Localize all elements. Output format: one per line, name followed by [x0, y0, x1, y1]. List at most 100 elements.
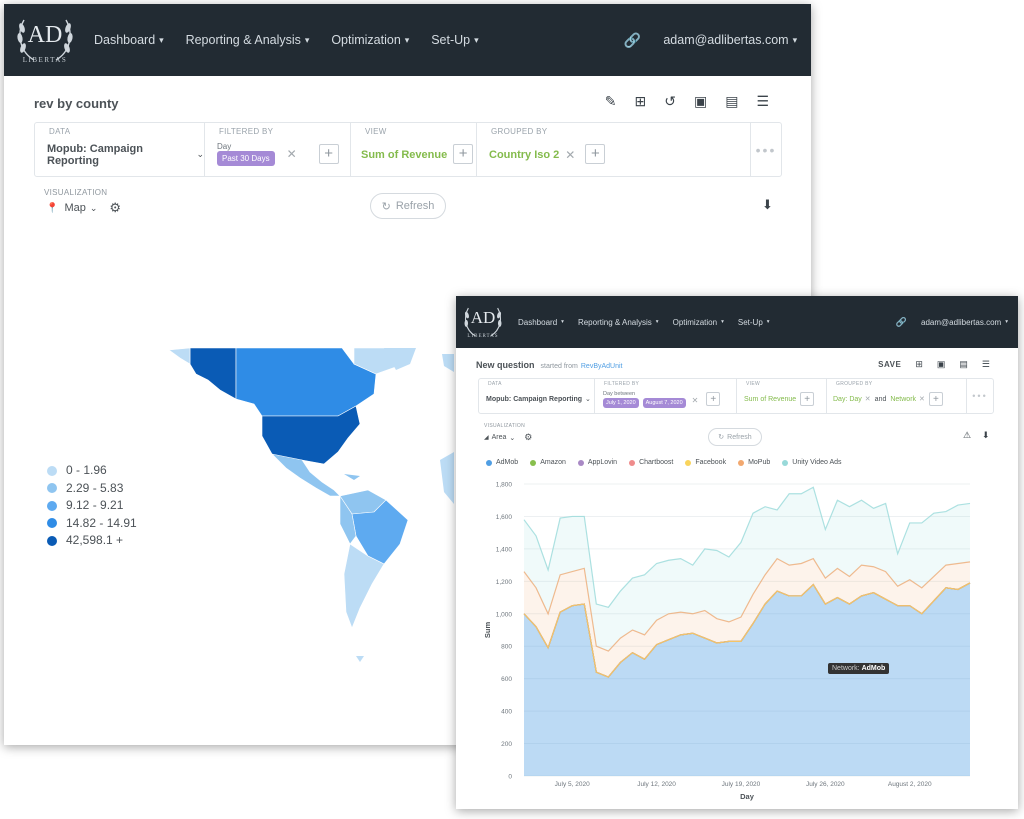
gear-icon[interactable]: ⚙	[109, 200, 122, 215]
remove-filter-icon[interactable]: ✕	[691, 395, 699, 405]
filter-from-pill[interactable]: July 1, 2020	[603, 397, 639, 408]
add-metric-button[interactable]: +	[453, 143, 474, 164]
refresh-button[interactable]: ↻ Refresh	[708, 428, 762, 446]
legend-item[interactable]: AdMob	[486, 459, 518, 466]
filter-field: Day between	[603, 390, 636, 397]
download-icon[interactable]: ⬇	[762, 197, 773, 212]
notebook-icon[interactable]: ▤	[725, 93, 739, 109]
add-to-dashboard-icon[interactable]: ⊞	[634, 93, 647, 109]
top-navbar: AD LIBERTAS Dashboard ▾ Reporting & Analy…	[4, 4, 811, 76]
embed-icon[interactable]: ▣	[693, 93, 708, 109]
menu-icon[interactable]: ☰	[981, 359, 990, 369]
legend-label: AppLovin	[587, 459, 618, 466]
view-cell: VIEW Sum of Revenue +	[351, 123, 477, 176]
gear-icon[interactable]: ⚙	[524, 432, 533, 442]
menu-icon[interactable]: ☰	[756, 93, 769, 109]
data-label: DATA	[488, 381, 502, 387]
source-link[interactable]: RevByAdUnit	[580, 363, 623, 370]
filter-item[interactable]: Day Past 30 Days	[217, 142, 275, 166]
more-options-cell[interactable]: •••	[751, 123, 781, 176]
view-metric[interactable]: Sum of Revenue	[744, 395, 797, 403]
filter-item[interactable]: Day between July 1, 2020 August 7, 2020	[603, 391, 686, 408]
pencil-icon[interactable]: ✎	[604, 93, 617, 109]
user-menu[interactable]: adam@adlibertas.com ▾	[663, 33, 797, 47]
nav-setup[interactable]: Set-Up ▾	[738, 318, 770, 327]
chevron-down-icon: ▾	[159, 34, 164, 45]
legend-swatch	[47, 535, 57, 546]
embed-icon[interactable]: ▣	[936, 359, 946, 369]
user-menu[interactable]: adam@adlibertas.com ▾	[921, 318, 1008, 327]
filter-to-pill[interactable]: August 7, 2020	[642, 397, 686, 408]
adlibertas-logo[interactable]: AD LIBERTAS	[460, 299, 506, 345]
grouped-and-text: and	[874, 395, 887, 403]
nav-optimization-label: Optimization	[672, 317, 718, 327]
nav-optimization[interactable]: Optimization ▾	[673, 318, 724, 327]
filter-field: Day	[217, 141, 232, 151]
data-cell[interactable]: DATA Mopub: Campaign Reporting ⌄	[35, 123, 205, 176]
remove-grouping-icon[interactable]: ✕	[565, 147, 576, 162]
remove-grouping-icon[interactable]: ✕	[864, 396, 871, 403]
map-region-argentina	[343, 543, 385, 629]
chevron-down-icon: ⌄	[89, 202, 98, 213]
data-cell[interactable]: DATA Mopub: Campaign Reporting ⌄	[479, 379, 595, 413]
remove-filter-icon[interactable]: ✕	[286, 146, 297, 161]
map-region-alaska-tail	[168, 347, 191, 365]
legend-item[interactable]: MoPub	[738, 459, 770, 466]
nav-right-group: 🔗 adam@adlibertas.com ▾	[624, 32, 797, 49]
legend-item: 42,598.1 +	[47, 532, 137, 550]
add-grouping-button[interactable]: +	[928, 392, 943, 406]
legend-label: MoPub	[748, 459, 771, 466]
add-to-dashboard-icon[interactable]: ⊞	[915, 359, 923, 369]
nav-dashboard[interactable]: Dashboard ▾	[94, 33, 164, 47]
legend-item[interactable]: Chartboost	[629, 459, 673, 466]
area-chart: 0 200 400 600 800 1,000 1,200 1,400 1,600 1,800 Ju…	[483, 482, 971, 801]
chevron-down-icon: ⌄	[196, 149, 204, 159]
legend-item[interactable]: Facebook	[685, 459, 726, 466]
nav-dashboard[interactable]: Dashboard ▾	[518, 318, 564, 327]
grouped-dimension-day[interactable]: Day: Day	[833, 395, 862, 403]
history-icon[interactable]: ↺	[664, 93, 676, 109]
legend-label: Facebook	[695, 459, 727, 466]
legend-label: 14.82 - 14.91	[66, 515, 137, 530]
grouped-cell: GROUPED BY Day: Day ✕ and Network ✕ +	[827, 379, 967, 413]
notebook-icon[interactable]: ▤	[959, 359, 968, 369]
data-source: Mopub: Campaign Reporting	[47, 142, 143, 167]
legend-item[interactable]: Amazon	[530, 459, 566, 466]
visualization-picker[interactable]: 📍 Map ⌄ ⚙	[46, 200, 121, 216]
link-icon[interactable]: 🔗	[895, 316, 908, 327]
warning-icon[interactable]: ⚠	[963, 430, 972, 440]
more-options-cell[interactable]: •••	[967, 379, 993, 413]
download-icon[interactable]: ⬇	[982, 430, 990, 440]
view-metric[interactable]: Sum of Revenue	[361, 148, 448, 161]
refresh-label: Refresh	[395, 200, 435, 212]
add-filter-button[interactable]: +	[706, 392, 721, 406]
adlibertas-logo[interactable]: AD LIBERTAS	[12, 8, 78, 72]
laurel-wreath-icon	[17, 19, 73, 61]
nav-setup-label: Set-Up	[737, 317, 763, 327]
refresh-button[interactable]: ↻ Refresh	[370, 193, 446, 219]
nav-reporting-analysis[interactable]: Reporting & Analysis ▾	[578, 318, 659, 327]
nav-optimization[interactable]: Optimization ▾	[331, 33, 409, 47]
chevron-down-icon: ▾	[404, 34, 410, 45]
remove-grouping-icon[interactable]: ✕	[919, 396, 925, 403]
filter-pill[interactable]: Past 30 Days	[217, 150, 275, 166]
map-region-falklands	[356, 656, 364, 662]
legend-item[interactable]: Unity Video Ads	[782, 459, 842, 466]
grouped-dimension[interactable]: Country Iso 2	[489, 148, 560, 161]
legend-item[interactable]: AppLovin	[577, 459, 618, 466]
map-region-greenland	[384, 348, 416, 370]
filtered-by-label: FILTERED BY	[219, 127, 274, 136]
user-email: adam@adlibertas.com	[921, 317, 1002, 327]
nav-setup[interactable]: Set-Up ▾	[431, 33, 478, 47]
grouped-dimension-network[interactable]: Network	[890, 395, 917, 403]
add-grouping-button[interactable]: +	[585, 143, 606, 164]
save-button[interactable]: SAVE	[878, 360, 902, 369]
link-icon[interactable]: 🔗	[623, 31, 642, 48]
legend-swatch	[486, 459, 492, 466]
add-filter-button[interactable]: +	[318, 143, 339, 164]
filter-cell: FILTERED BY Day Past 30 Days ✕ +	[205, 123, 351, 176]
add-metric-button[interactable]: +	[800, 392, 815, 406]
visualization-picker[interactable]: ◢ Area ⌄ ⚙	[484, 432, 532, 443]
nav-reporting-analysis[interactable]: Reporting & Analysis ▾	[186, 33, 310, 47]
y-tick-label: 1,400	[496, 546, 513, 553]
